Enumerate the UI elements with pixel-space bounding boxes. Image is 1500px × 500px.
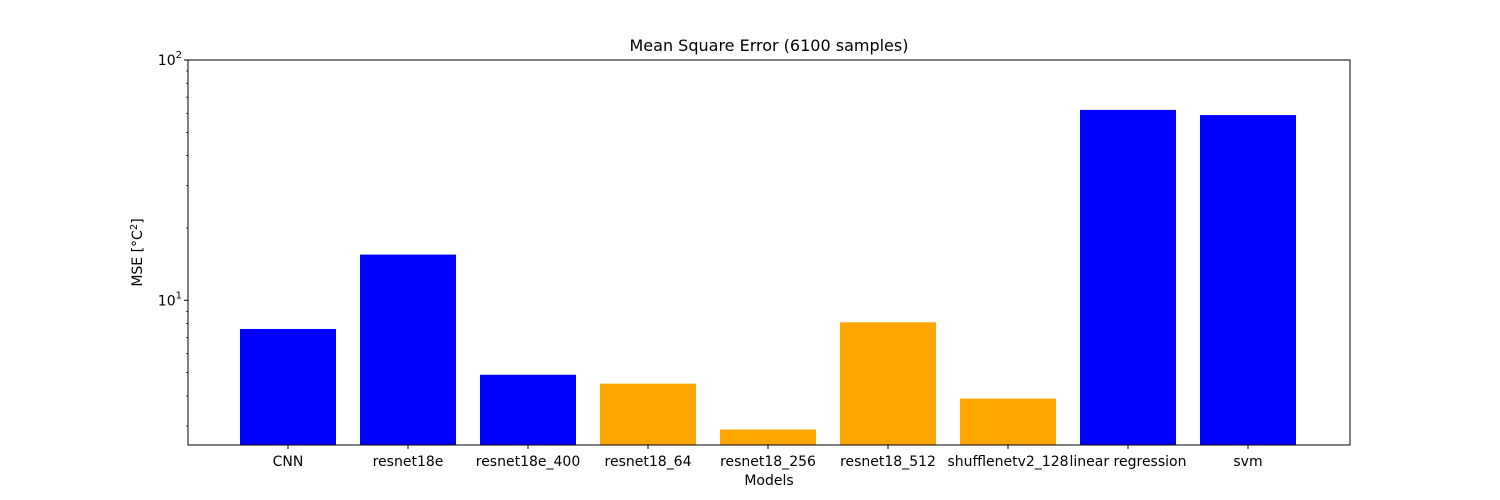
x-tick-label-resnet18-512: resnet18_512 (840, 454, 936, 470)
x-tick-label-resnet18-64: resnet18_64 (605, 454, 692, 470)
x-ticks-group: CNN resnet18e resnet18e_400 resnet18_64 resn… (273, 445, 1263, 470)
x-tick-label-resnet18e-400: resnet18e_400 (476, 454, 580, 470)
bar-resnet18-512 (840, 322, 936, 445)
x-tick-label-cnn: CNN (273, 454, 304, 470)
y-tick-label-10: 101 (158, 290, 182, 309)
x-tick-label-svm: svm (1233, 454, 1262, 470)
bar-linear-regression (1080, 109, 1176, 446)
y-ticks-group: 101 102 (158, 50, 188, 427)
x-tick-label-linear-regression: linear regression (1070, 454, 1187, 470)
y-tick-label-100: 102 (158, 50, 182, 69)
bar-svm (1200, 115, 1296, 445)
bar-resnet18e-400 (480, 374, 576, 445)
x-axis-label: Models (744, 473, 793, 489)
axes-frame (187, 59, 1351, 446)
x-tick-label-resnet18-256: resnet18_256 (720, 454, 816, 470)
bar-resnet18e (360, 254, 456, 445)
x-tick-label-shufflenetv2-128: shufflenetv2_128 (947, 454, 1068, 470)
bar-resnet18-256 (720, 429, 816, 445)
bar-shufflenetv2-128 (960, 398, 1056, 445)
bar-cnn (240, 328, 336, 445)
bar-resnet18-64 (600, 383, 696, 445)
bars-group (240, 109, 1296, 446)
chart-title: Mean Square Error (6100 samples) (630, 36, 909, 55)
x-tick-label-resnet18e: resnet18e (373, 454, 444, 470)
y-axis-label: MSE [°C2] (129, 218, 147, 286)
